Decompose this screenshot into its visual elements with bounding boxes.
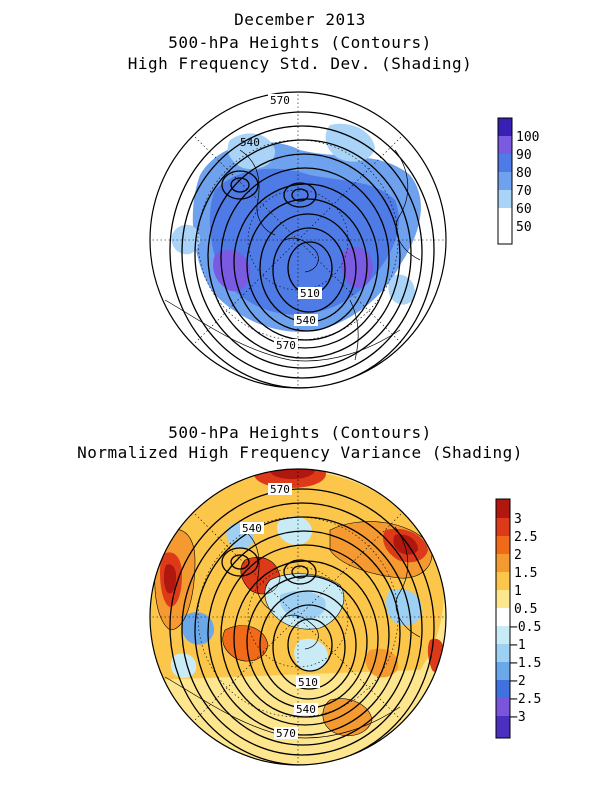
- map2-colorbar-swatch: [496, 698, 510, 716]
- map2-colorbar-label: 2: [514, 548, 522, 563]
- map1-contour-label: 570: [276, 339, 296, 352]
- map1-graticule: [150, 92, 446, 388]
- map2-colorbar-swatch: [496, 626, 510, 644]
- map1-colorbar-label: 90: [516, 148, 532, 163]
- map2-contour-labels: 570 540 510 540 570: [240, 483, 320, 740]
- map1-colorbar-swatch: [498, 136, 512, 154]
- map2-colorbar-swatch: [496, 590, 510, 608]
- map1-contour-label: 540: [296, 314, 316, 327]
- map1-colorbar-swatch: [498, 118, 512, 136]
- title2-line-1: 500-hPa Heights (Contours): [168, 423, 432, 442]
- map2-colorbar-label: −0.5: [510, 620, 541, 635]
- title-line-3: High Frequency Std. Dev. (Shading): [127, 54, 473, 73]
- map2-colorbar-label: −3: [510, 710, 526, 725]
- map1-colorbar-label: 80: [516, 166, 532, 181]
- map2-colorbar-label: 1.5: [514, 566, 537, 581]
- polar-map-std-dev: 570 540 510 540 570 100 90 80 70 60: [149, 91, 539, 389]
- map2-colorbar-swatch: [496, 572, 510, 590]
- map1-boundary: [149, 91, 447, 389]
- map2-colorbar-label: −1: [510, 638, 526, 653]
- map2-contour-label: 510: [298, 676, 318, 689]
- map2-colorbar-label: −1.5: [510, 656, 541, 671]
- map1-colorbar-label: 50: [516, 220, 532, 235]
- map2-colorbar-swatch: [496, 554, 510, 572]
- map2-colorbar-label: 0.5: [514, 602, 537, 617]
- map2-contour-label: 570: [276, 727, 296, 740]
- map1-colorbar-label: 60: [516, 202, 532, 217]
- map2-boundary: [149, 468, 447, 766]
- map2-colorbar-swatch: [496, 608, 510, 626]
- polar-map-normalized-variance: 570 540 510 540 570: [149, 468, 541, 766]
- map2-colorbar-swatch: [496, 662, 510, 680]
- map2-colorbar-label: −2: [510, 674, 526, 689]
- map2-colorbar-label: 3: [514, 512, 522, 527]
- map2-colorbar: 3 2.5 2 1.5 1 0.5 −0.5 −1 −1.5 −2 −2.5 −…: [495, 498, 541, 739]
- map1-contour-label: 510: [300, 287, 320, 300]
- map1-colorbar-swatch: [498, 190, 512, 208]
- map1-colorbar-swatch: [498, 208, 512, 244]
- map1-colorbar-label: 70: [516, 184, 532, 199]
- map2-colorbar-label: −2.5: [510, 692, 541, 707]
- map2-colorbar-swatch: [496, 716, 510, 738]
- title-line-1: December 2013: [234, 10, 366, 29]
- map2-colorbar-swatch: [496, 518, 510, 536]
- title2-line-2: Normalized High Frequency Variance (Shad…: [77, 443, 523, 462]
- map2-shading: [150, 469, 446, 765]
- map1-shading: [150, 92, 446, 388]
- map2-colorbar-swatch: [496, 680, 510, 698]
- map2-colorbar-swatch: [496, 644, 510, 662]
- title-line-2: 500-hPa Heights (Contours): [168, 33, 432, 52]
- map2-colorbar-label: 2.5: [514, 530, 537, 545]
- map1-colorbar-label: 100: [516, 130, 539, 145]
- map1-contour-labels: 570 540 510 540 570: [240, 94, 322, 352]
- map1-colorbar-swatch: [498, 172, 512, 190]
- map1-contour-label: 540: [240, 136, 260, 149]
- map2-contour-label: 570: [270, 483, 290, 496]
- map2-contour-label: 540: [296, 703, 316, 716]
- map2-graticule: [150, 469, 446, 765]
- map2-colorbar-swatch: [496, 536, 510, 554]
- map1-colorbar-swatch: [498, 154, 512, 172]
- map2-contour-label: 540: [242, 522, 262, 535]
- map1-contour-label: 570: [270, 94, 290, 107]
- map2-colorbar-label: 1: [514, 584, 522, 599]
- map1-colorbar: 100 90 80 70 60 50: [497, 117, 539, 245]
- map2-colorbar-swatch: [496, 499, 510, 518]
